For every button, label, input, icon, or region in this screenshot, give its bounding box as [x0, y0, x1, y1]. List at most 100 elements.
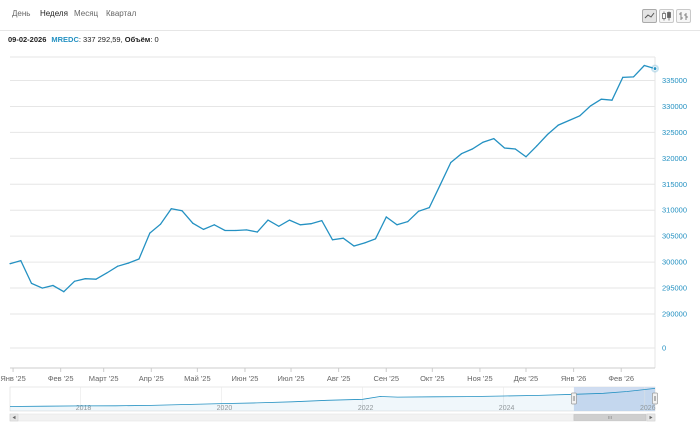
data-point [181, 210, 183, 212]
data-point [30, 282, 33, 284]
tab-day[interactable]: День [12, 9, 31, 18]
data-point [52, 284, 54, 287]
data-point [536, 145, 538, 147]
data-point [385, 216, 387, 218]
data-point [170, 208, 172, 210]
data-point [364, 242, 366, 244]
x-tick-label: Май '25 [184, 374, 211, 383]
data-point [213, 224, 215, 226]
data-point [482, 141, 484, 143]
y-tick-label: 325000 [662, 128, 687, 137]
data-point [310, 223, 312, 225]
x-tick-label: Дек '25 [514, 374, 538, 383]
data-point [9, 263, 11, 265]
data-point [202, 228, 205, 231]
tooltip-readout: 09-02-2026 MREDC: 337 292,59, Объём: 0 [8, 35, 159, 44]
navigator-year-label: 2026 [640, 405, 656, 412]
data-point [331, 239, 334, 241]
scrollbar[interactable] [9, 413, 656, 422]
y-tick-label: 310000 [662, 206, 687, 215]
tab-quarter[interactable]: Квартал [106, 9, 137, 18]
data-point [20, 259, 22, 262]
arrow-left-icon [12, 415, 16, 420]
navigator-series-line [9, 388, 656, 407]
data-point [159, 223, 162, 225]
data-point [374, 238, 377, 240]
x-tick-label: Апр '25 [139, 374, 164, 383]
x-tick-label: Июл '25 [277, 374, 304, 383]
y-tick-label: 335000 [662, 76, 687, 85]
navigator-handle-left[interactable] [571, 392, 577, 405]
data-point [407, 221, 409, 223]
data-point [611, 99, 613, 101]
data-point [557, 124, 559, 126]
data-point [73, 280, 76, 282]
x-tick-label: Июн '25 [231, 374, 258, 383]
data-point [278, 225, 280, 227]
data-point [256, 231, 258, 233]
grid-lines [10, 56, 656, 368]
candlestick-button[interactable] [659, 9, 674, 23]
data-point [116, 265, 119, 267]
readout-volume-label: Объём [124, 35, 151, 44]
x-tick-label: Фев '26 [608, 374, 634, 383]
readout-date: 09-02-2026 [8, 35, 47, 44]
x-tick-label: Ноя '25 [467, 374, 493, 383]
data-point [138, 258, 140, 260]
data-point [503, 147, 506, 149]
data-point [63, 291, 65, 293]
arrow-right-icon [649, 415, 653, 420]
price-series-line [9, 64, 656, 293]
x-axis: Янв '25 Фев '25 Март '25 Апр '25 Май '25 Июн … [0, 367, 655, 383]
data-point [471, 148, 473, 150]
navigator[interactable]: 2018 2020 2022 2024 2026 [9, 386, 658, 412]
hover-marker [652, 66, 658, 71]
data-point [568, 119, 570, 122]
data-point [460, 153, 463, 155]
data-point [450, 161, 452, 164]
data-point [439, 184, 441, 186]
tab-month[interactable]: Месяц [74, 9, 99, 18]
data-point [342, 237, 344, 239]
toolbar: День Неделя Месяц Квартал [0, 0, 700, 31]
data-point [514, 148, 516, 150]
data-point [417, 210, 420, 212]
data-point [600, 98, 602, 100]
data-point [589, 105, 592, 107]
y-tick-label: 320000 [662, 154, 687, 163]
x-tick-label: Фев '25 [48, 374, 74, 383]
y-tick-label: 290000 [662, 310, 687, 319]
area-chart-button[interactable] [642, 9, 657, 23]
x-tick-label: Янв '26 [561, 374, 586, 383]
handle-body[interactable] [571, 392, 577, 405]
y-axis: 0 290000 295000 300000 305000 310000 315000 320… [662, 76, 687, 353]
candlestick-icon [662, 11, 671, 21]
tab-week[interactable]: Неделя [40, 9, 68, 18]
data-point [493, 138, 495, 140]
data-point [632, 76, 635, 78]
data-point [224, 229, 226, 232]
y-tick-label: 315000 [662, 180, 687, 189]
data-point [95, 278, 97, 280]
y-tick-label: 295000 [662, 284, 687, 293]
readout-ticker: MREDC [51, 35, 79, 44]
data-point [396, 224, 398, 226]
ohlc-bars-icon [679, 12, 688, 20]
ohlc-bars-button[interactable] [676, 9, 691, 23]
navigator-year-label: 2020 [217, 405, 233, 412]
scrollbar-track[interactable] [9, 413, 656, 422]
navigator-year-label: 2024 [499, 405, 515, 412]
data-point [235, 229, 237, 232]
x-tick-label: Сен '25 [373, 374, 399, 383]
navigator-selected-range[interactable] [573, 387, 655, 411]
data-point [127, 262, 129, 264]
data-point [288, 219, 291, 221]
data-point [321, 220, 323, 222]
navigator-background [9, 386, 656, 412]
data-point [267, 219, 269, 221]
data-point [579, 115, 581, 117]
handle-body[interactable] [652, 392, 658, 405]
data-point [149, 232, 151, 234]
navigator-handle-right[interactable] [652, 392, 658, 405]
